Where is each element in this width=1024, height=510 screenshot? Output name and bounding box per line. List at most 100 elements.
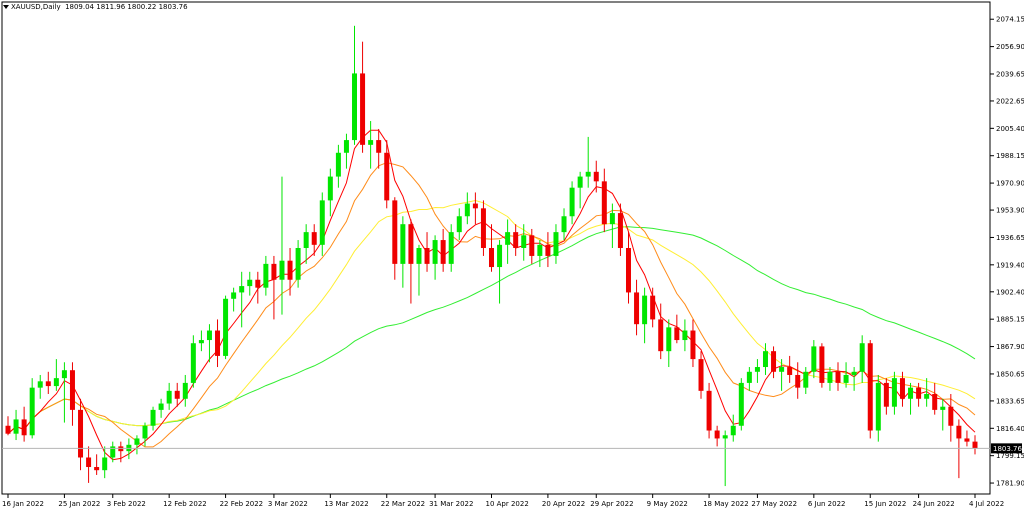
candle[interactable] [754, 359, 760, 383]
candle[interactable] [215, 319, 221, 368]
candle[interactable] [883, 378, 889, 415]
candle[interactable] [61, 362, 67, 423]
candle[interactable] [368, 121, 374, 169]
candle[interactable] [134, 435, 140, 455]
candle[interactable] [625, 232, 631, 304]
candle[interactable] [803, 367, 809, 395]
candle[interactable] [327, 168, 333, 217]
candle[interactable] [392, 197, 398, 280]
candle[interactable] [190, 335, 196, 388]
candle[interactable] [239, 271, 245, 328]
candle[interactable] [771, 346, 777, 379]
candle[interactable] [343, 133, 349, 169]
candle[interactable] [819, 343, 825, 388]
candle[interactable] [690, 319, 696, 368]
candle[interactable] [223, 295, 229, 360]
candle[interactable] [13, 409, 19, 441]
candle[interactable] [78, 398, 84, 471]
candle[interactable] [795, 362, 801, 399]
candle[interactable] [150, 406, 156, 431]
candle[interactable] [102, 446, 108, 479]
candle[interactable] [746, 367, 752, 391]
candle[interactable] [279, 176, 285, 315]
candle[interactable] [424, 232, 430, 272]
candle[interactable] [875, 374, 881, 442]
candle[interactable] [859, 335, 865, 383]
candle[interactable] [464, 192, 470, 225]
candle[interactable] [787, 355, 793, 383]
candle[interactable] [714, 425, 720, 447]
candle[interactable] [182, 374, 188, 407]
candle[interactable] [972, 435, 978, 455]
candle[interactable] [94, 454, 100, 475]
candle[interactable] [472, 192, 478, 225]
candle[interactable] [319, 192, 325, 256]
candle[interactable] [706, 382, 712, 439]
candle[interactable] [480, 200, 486, 256]
candle[interactable] [899, 371, 905, 407]
candle[interactable] [569, 181, 575, 225]
candle[interactable] [674, 314, 680, 344]
candle[interactable] [352, 25, 358, 145]
candle[interactable] [311, 224, 317, 256]
candle[interactable] [231, 287, 237, 312]
candle[interactable] [86, 446, 92, 483]
candle[interactable] [29, 378, 35, 439]
symbol-dropdown-icon[interactable] [3, 5, 9, 9]
candle[interactable] [891, 371, 897, 415]
candle[interactable] [545, 232, 551, 268]
candle[interactable] [408, 219, 414, 304]
candle[interactable] [158, 398, 164, 418]
candle[interactable] [537, 240, 543, 268]
candle[interactable] [263, 255, 269, 296]
candle[interactable] [432, 235, 438, 280]
candle[interactable] [37, 374, 43, 399]
candle[interactable] [585, 136, 591, 188]
candle[interactable] [722, 430, 728, 487]
candle[interactable] [416, 244, 422, 296]
candle[interactable] [811, 340, 817, 379]
candle[interactable] [513, 224, 519, 256]
candle[interactable] [247, 271, 253, 296]
candle[interactable] [69, 362, 75, 426]
candle[interactable] [609, 203, 615, 248]
candle[interactable] [964, 430, 970, 447]
candle[interactable] [561, 208, 567, 241]
candle[interactable] [497, 240, 503, 304]
candle[interactable] [198, 330, 204, 352]
candle[interactable] [521, 224, 527, 261]
candle[interactable] [916, 382, 922, 407]
candle[interactable] [601, 168, 607, 233]
candle[interactable] [174, 382, 180, 407]
candle[interactable] [762, 343, 768, 375]
candle[interactable] [779, 359, 785, 391]
candle[interactable] [255, 271, 261, 304]
candle[interactable] [634, 279, 640, 336]
candle[interactable] [206, 324, 212, 363]
candle[interactable] [843, 362, 849, 388]
candle[interactable] [658, 303, 664, 360]
candle[interactable] [940, 398, 946, 431]
candle[interactable] [617, 203, 623, 256]
candle[interactable] [666, 319, 672, 368]
candle[interactable] [642, 287, 648, 344]
candle[interactable] [448, 224, 454, 272]
candle[interactable] [384, 140, 390, 209]
candle[interactable] [577, 171, 583, 209]
candle[interactable] [53, 359, 59, 391]
candle[interactable] [650, 287, 656, 328]
candle[interactable] [932, 382, 938, 415]
candle[interactable] [166, 382, 172, 410]
candle[interactable] [948, 394, 954, 442]
candle[interactable] [593, 160, 599, 193]
candle[interactable] [908, 382, 914, 415]
candle[interactable] [360, 41, 366, 153]
candle[interactable] [287, 248, 293, 296]
candle[interactable] [827, 367, 833, 391]
candle[interactable] [730, 414, 736, 442]
candle[interactable] [682, 319, 688, 352]
candle[interactable] [400, 216, 406, 288]
candle[interactable] [440, 228, 446, 272]
candle[interactable] [529, 228, 535, 264]
